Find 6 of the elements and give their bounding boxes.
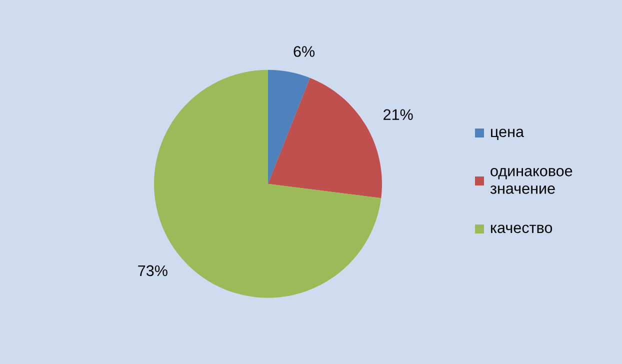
legend-label: одинаковое значение (490, 168, 572, 194)
data-label: 6% (294, 46, 315, 57)
data-label: 73% (138, 265, 168, 276)
legend-label: цена (491, 128, 524, 140)
data-label: 21% (384, 109, 413, 120)
legend-label: качество (491, 224, 552, 234)
